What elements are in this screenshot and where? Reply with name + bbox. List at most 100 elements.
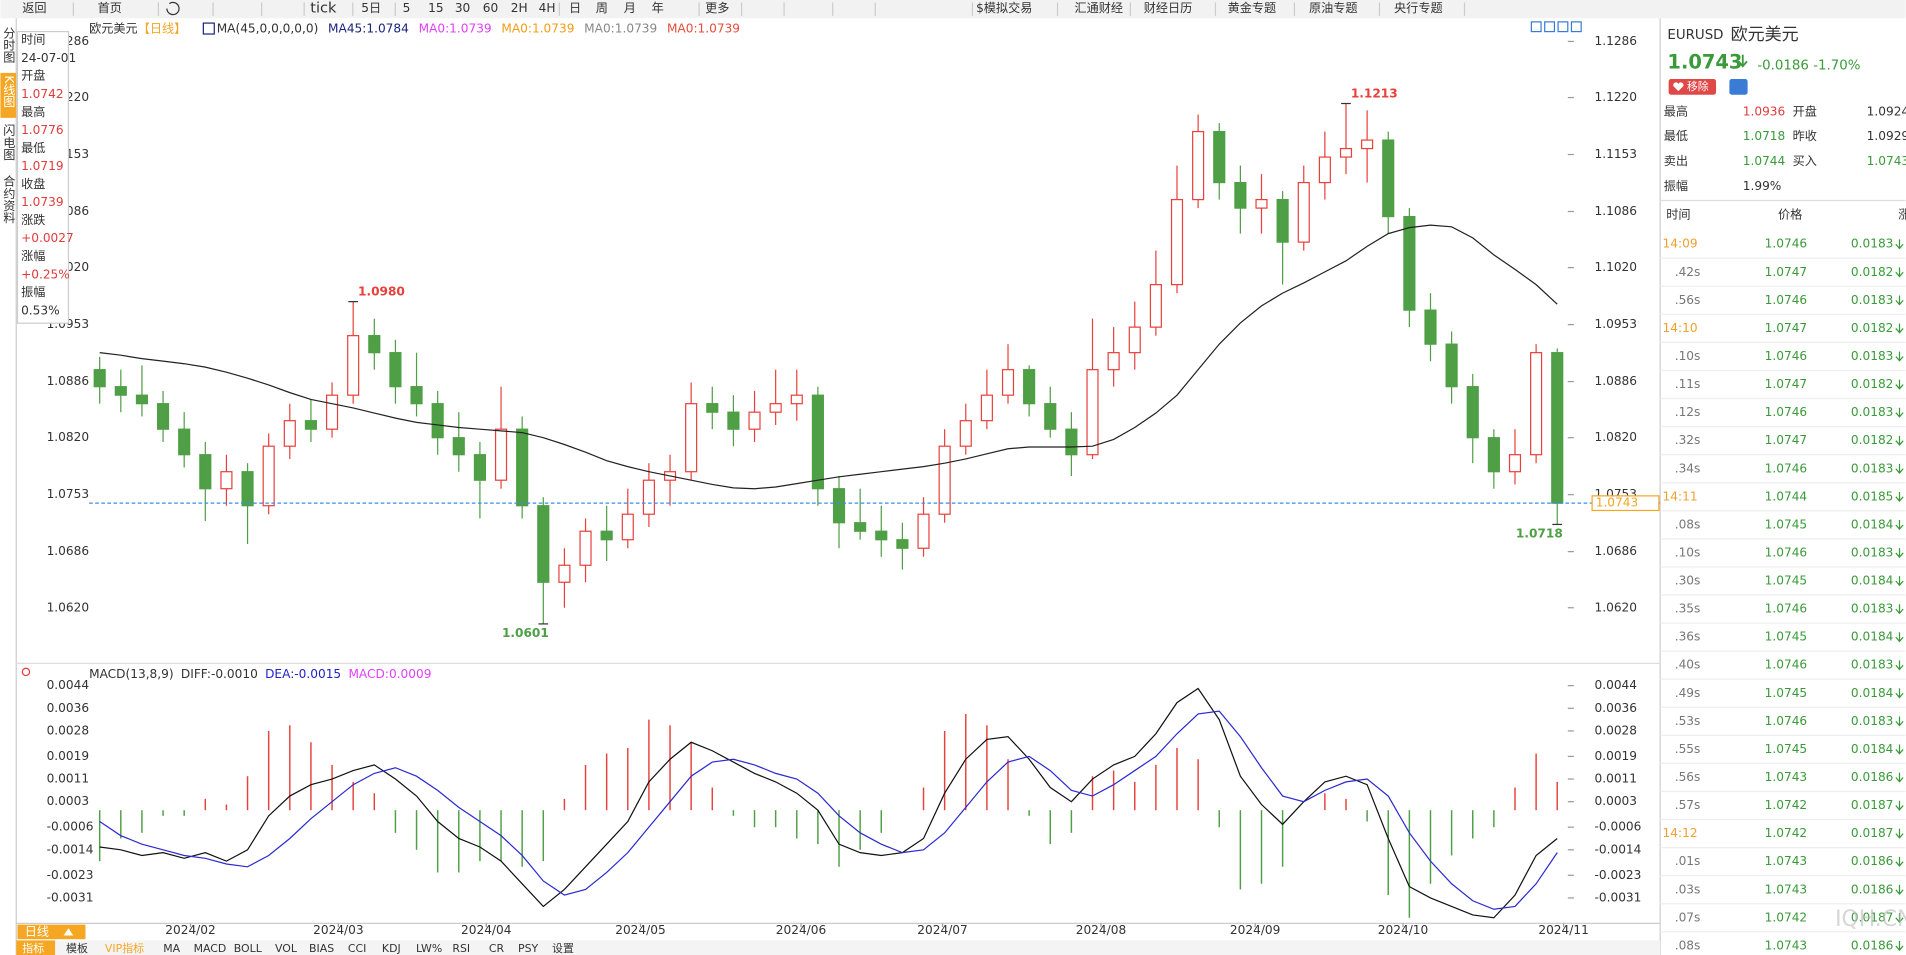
sidebar-tab[interactable]: 闪电图 (2, 124, 16, 161)
toolbar (0, 0, 1906, 19)
macd-settings-icon[interactable] (21, 667, 31, 677)
y-tick-label-left: 0.0036 (47, 701, 89, 715)
y-tick-label: 0.0044 (1595, 678, 1638, 692)
indicator-tab[interactable]: PSY (518, 942, 539, 955)
table-header: 价格 (1778, 207, 1802, 222)
tick-change: 0.0187 (1851, 826, 1893, 840)
x-tick-label: 2024/02 (165, 923, 215, 937)
info-label: 涨跌 (21, 212, 45, 227)
indicator-bar (16, 940, 1661, 955)
indicator-tab[interactable]: BOLL (234, 942, 263, 955)
toolbar-item[interactable]: 原油专题 (1309, 0, 1358, 15)
candle-body (1255, 198, 1268, 209)
toolbar-item[interactable]: 5日 (361, 1, 381, 15)
quote-value: 1.0744 (1743, 154, 1786, 168)
tick-arrow (1895, 548, 1904, 559)
info-value: 1.0719 (21, 159, 63, 173)
toolbar-item[interactable]: 2H (511, 1, 528, 15)
sidebar-tab[interactable]: K线图 (2, 75, 16, 107)
indicator-tab[interactable]: BIAS (309, 942, 334, 955)
heart-icon (1673, 82, 1684, 92)
tick-arrow (1895, 941, 1904, 952)
candle-body (1001, 369, 1015, 396)
toolbar-item[interactable]: 60 (483, 1, 498, 15)
y-tick-label: 1.1286 (1595, 34, 1637, 48)
tick-change: 0.0186 (1851, 854, 1893, 868)
legend-item: MACD:0.0009 (348, 667, 431, 681)
tick-change: 0.0182 (1851, 433, 1893, 447)
candle-body (1424, 309, 1437, 345)
y-tick-label: -0.0023 (1595, 868, 1642, 882)
chart-title: 欧元美元 (89, 22, 138, 36)
indicator-tab[interactable]: MA (163, 942, 180, 955)
y-tick-label-left: 0.0003 (47, 794, 89, 808)
toolbar-item[interactable]: $模拟交易 (976, 0, 1032, 15)
alert-button[interactable] (1729, 78, 1748, 95)
sidebar-tab[interactable]: 合约资料 (2, 174, 16, 224)
indicator-tab[interactable]: 指标 (22, 941, 44, 955)
tick-arrow (1895, 828, 1904, 839)
toolbar-item[interactable]: 黄金专题 (1228, 0, 1277, 15)
toolbar-item[interactable]: 15 (428, 1, 443, 15)
tick-change: 0.0186 (1851, 882, 1893, 896)
indicator-tab[interactable]: KDJ (382, 942, 401, 955)
tick-change: 0.0184 (1851, 574, 1894, 588)
toolbar-item[interactable]: 周 (596, 1, 608, 15)
tick-price: 1.0743 (1765, 854, 1807, 868)
toolbar-item[interactable]: 月 (624, 1, 636, 15)
candle-body (1044, 403, 1057, 430)
toolbar-item[interactable]: 更多 (705, 1, 729, 15)
y-tick-label: -0.0006 (1595, 820, 1642, 834)
indicator-tab[interactable]: CCI (348, 942, 366, 955)
tick-time: .10s (1675, 349, 1701, 363)
diff-line (99, 687, 1558, 919)
indicator-tab[interactable]: 设置 (552, 942, 574, 955)
candle-body (748, 411, 761, 430)
refresh-icon[interactable] (166, 1, 180, 16)
tick-change: 0.0182 (1851, 377, 1893, 391)
period-button-label[interactable]: 日线 (25, 924, 49, 938)
indicator-tab[interactable]: VOL (275, 942, 298, 955)
toolbar-item[interactable]: 30 (455, 1, 470, 15)
toolbar-item[interactable]: 年 (652, 1, 664, 15)
toolbar-item[interactable]: 财经日历 (1144, 1, 1193, 15)
indicator-tab[interactable]: LW% (416, 942, 442, 955)
toolbar-item[interactable]: 5 (403, 1, 411, 15)
y-tick-label: 1.1153 (1595, 147, 1637, 161)
toolbar-item[interactable]: 返回 (22, 1, 46, 15)
info-label: 收盘 (21, 176, 45, 191)
last-price-label: 1.0743 (1596, 496, 1638, 510)
candle-body (600, 530, 613, 541)
tick-price: 1.0745 (1765, 742, 1807, 756)
tick-time: .10s (1675, 545, 1701, 559)
tick-time: .08s (1675, 938, 1701, 952)
tick-arrow (1895, 463, 1904, 474)
legend-item: MA0:1.0739 (419, 22, 492, 36)
candle-body (93, 369, 106, 388)
info-label: 时间 (21, 33, 45, 47)
tick-price: 1.0742 (1765, 798, 1807, 812)
indicator-tab[interactable]: MACD (194, 942, 227, 955)
sidebar-tab[interactable]: 分时图 (2, 26, 16, 63)
y-tick-label-left: 0.0044 (47, 678, 90, 692)
remove-label[interactable]: 移除 (1687, 79, 1709, 93)
candle-body (1192, 130, 1205, 201)
tick-arrow (1895, 267, 1904, 278)
toolbar-item[interactable]: 日 (569, 1, 581, 15)
candle-body (938, 445, 951, 515)
x-tick-label: 2024/09 (1230, 923, 1280, 937)
indicator-tab[interactable]: 模板 (66, 941, 88, 955)
toolbar-item[interactable]: tick (310, 0, 337, 17)
toolbar-item[interactable]: 首页 (98, 1, 122, 15)
indicator-tab[interactable]: VIP指标 (105, 941, 144, 955)
tick-price: 1.0746 (1765, 714, 1807, 728)
candle-body (558, 564, 571, 583)
indicator-tab[interactable]: RSI (452, 942, 470, 955)
toolbar-item[interactable]: 央行专题 (1394, 0, 1443, 15)
tick-change: 0.0183 (1851, 545, 1893, 559)
indicator-tab[interactable]: CR (489, 942, 505, 955)
toolbar-item[interactable]: 4H (539, 1, 556, 15)
candle-body (325, 394, 339, 430)
legend-item: MA(45,0,0,0,0,0) (217, 22, 319, 36)
toolbar-item[interactable]: 汇通财经 (1075, 1, 1124, 15)
